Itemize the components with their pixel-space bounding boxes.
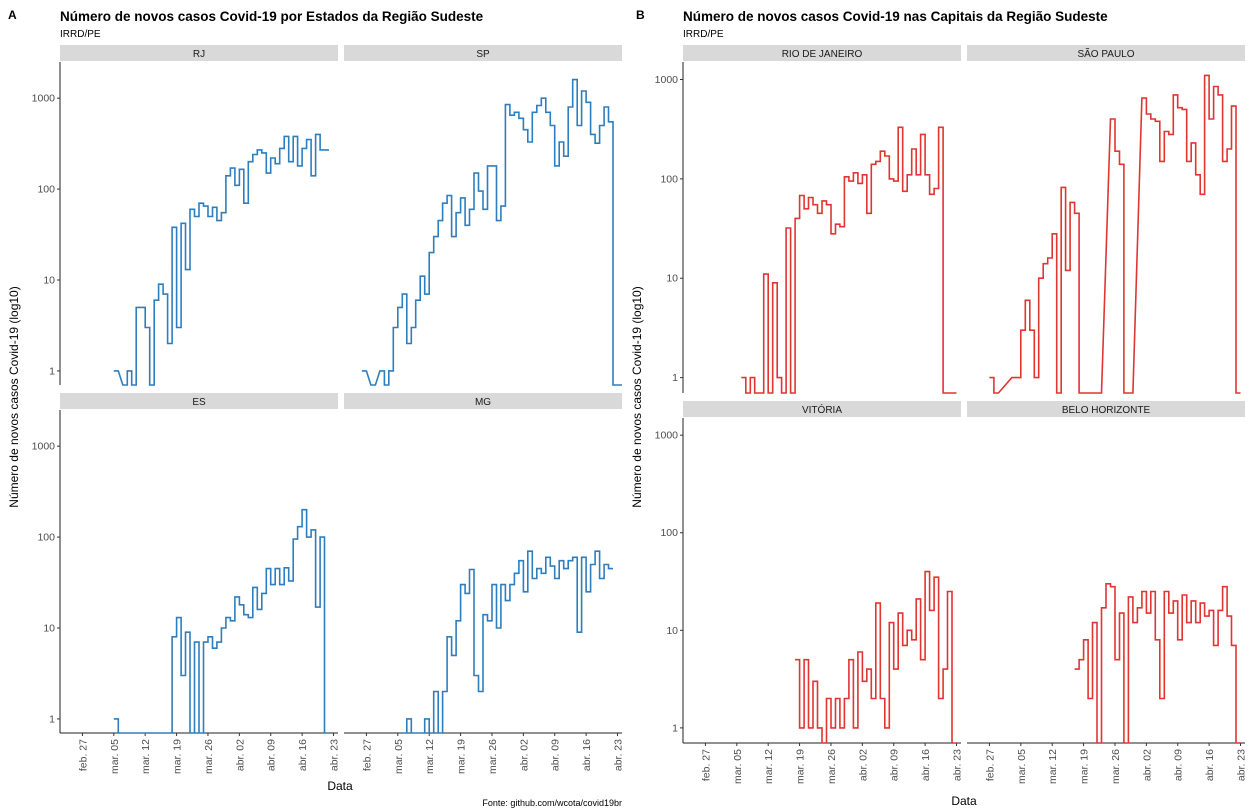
facet-strip-mg [344,393,622,409]
x-tick-label: mar. 05 [109,739,121,774]
facet-strip-label-mg: MG [475,397,491,408]
y-tick-label: 10 [666,625,678,637]
x-tick-label: abr. 23 [329,739,341,771]
facet-strip-rio-de-janeiro [683,45,961,61]
x-tick-label: abr. 09 [550,739,562,771]
panel-a-subtitle: IRRD/PE [60,29,101,40]
x-tick-label: abr. 09 [266,739,278,771]
x-tick-label: feb. 27 [984,749,996,781]
x-tick-label: mar. 26 [487,739,499,774]
y-tick-label: 1 [672,372,678,384]
y-tick-label: 100 [37,184,55,196]
x-tick-label: feb. 27 [361,739,373,771]
panel-b-title: Número de novos casos Covid-19 nas Capit… [683,9,1108,24]
series-line-es [113,508,329,734]
facet-strip-label-sao-paulo: SÃO PAULO [1077,47,1134,60]
x-tick-label: abr. 16 [920,749,932,781]
facet-strip-vitoria [683,401,961,417]
panel-b-letter: B [636,8,645,22]
x-tick-label: abr. 02 [1141,749,1153,781]
facet-strip-es [60,393,338,409]
series-line-mg [402,550,613,734]
panel-a-ylabel: Número de novos casos Covid-19 (log10) [7,286,21,507]
x-tick-label: abr. 09 [1173,749,1185,781]
series-line-belo-horizonte [1074,583,1241,744]
facet-strip-sao-paulo [967,45,1245,61]
y-tick-label: 1 [49,365,55,377]
x-tick-label: mar. 12 [763,749,775,784]
x-tick-label: feb. 27 [700,749,712,781]
panel-a-title: Número de novos casos Covid-19 por Estad… [60,9,484,24]
x-tick-label: abr. 23 [1236,749,1248,781]
x-tick-label: feb. 27 [77,739,89,771]
y-tick-label: 100 [660,173,678,185]
x-tick-label: abr. 16 [581,739,593,771]
panel-a-caption: Fonte: github.com/wcota/covid19br [482,798,622,808]
facet-strip-rj [60,45,338,61]
facet-strip-label-es: ES [192,397,206,408]
y-tick-label: 10 [43,623,55,635]
panel-b-ylabel: Número de novos casos Covid-19 (log10) [630,286,644,507]
facet-strip-label-belo-horizonte: BELO HORIZONTE [1062,405,1151,416]
x-tick-label: mar. 12 [140,739,152,774]
y-tick-label: 1000 [655,74,679,86]
x-tick-label: mar. 05 [393,739,405,774]
x-tick-label: mar. 26 [203,739,215,774]
facet-strip-belo-horizonte [967,401,1245,417]
series-line-rio-de-janeiro [741,126,957,394]
y-tick-label: 1 [49,713,55,725]
x-tick-label: abr. 23 [613,739,625,771]
series-line-sao-paulo [989,74,1241,394]
x-tick-label: abr. 02 [234,739,246,771]
x-tick-label: mar. 26 [1110,749,1122,784]
panel-a-letter: A [8,8,17,22]
facet-strip-label-sp: SP [476,49,490,60]
x-tick-label: abr. 16 [297,739,309,771]
facets-layer: RJ 1 10 100 1000 SP ES 1 10 100 1000 feb. 27 mar. 05… [32,45,1248,784]
x-tick-label: abr. 02 [518,739,530,771]
y-tick-label: 100 [660,527,678,539]
x-tick-label: mar. 05 [1016,749,1028,784]
y-tick-label: 1000 [32,441,56,453]
panel-b-xlabel: Data [951,794,977,808]
y-tick-label: 10 [43,275,55,287]
x-tick-label: mar. 19 [172,739,184,774]
y-tick-label: 100 [37,532,55,544]
x-tick-label: mar. 19 [456,739,468,774]
x-tick-label: mar. 12 [424,739,436,774]
facet-strip-label-rj: RJ [193,49,205,60]
series-line-sp [361,78,622,386]
y-tick-label: 1000 [32,93,56,105]
x-tick-label: mar. 12 [1047,749,1059,784]
x-tick-label: abr. 23 [952,749,964,781]
series-line-rj [113,133,329,386]
panel-b-subtitle: IRRD/PE [683,29,724,40]
facet-strip-label-rio-de-janeiro: RIO DE JANEIRO [782,49,863,60]
x-tick-label: mar. 19 [795,749,807,784]
facet-strip-label-vitoria: VITÓRIA [802,403,842,416]
x-tick-label: mar. 19 [1079,749,1091,784]
facet-strip-sp [344,45,622,61]
x-tick-label: mar. 26 [826,749,838,784]
x-tick-label: abr. 16 [1204,749,1216,781]
y-tick-label: 10 [666,273,678,285]
series-line-vitoria [795,570,957,744]
x-tick-label: mar. 05 [732,749,744,784]
x-tick-label: abr. 02 [857,749,869,781]
y-tick-label: 1 [672,722,678,734]
x-tick-label: abr. 09 [889,749,901,781]
y-tick-label: 1000 [655,430,679,442]
panel-a-xlabel: Data [327,779,353,793]
